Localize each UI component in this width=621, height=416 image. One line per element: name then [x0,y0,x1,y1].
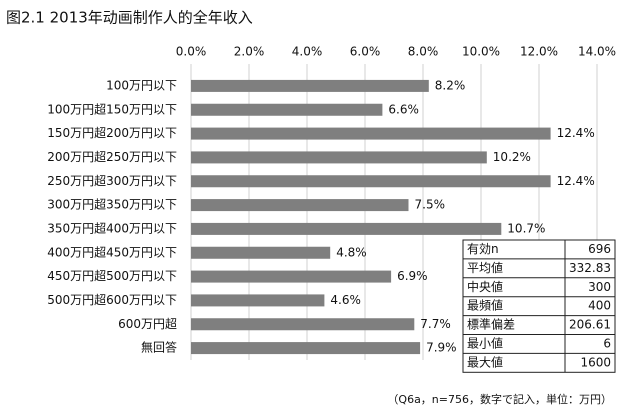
x-tick-label: 10.0% [462,45,500,59]
bar [191,342,421,355]
data-label: 10.7% [507,221,545,235]
stats-label: 平均値 [467,260,503,275]
data-label: 10.2% [493,150,531,164]
x-tick-label: 14.0% [578,45,616,59]
bar [191,79,429,92]
data-label: 7.7% [420,317,451,331]
y-tick-label: 450万円超500万円以下 [47,268,177,283]
x-tick-label: 2.0% [234,45,265,59]
note: （Q6a，n=756，数字で記入，単位：万円） [387,392,612,406]
x-tick-label: 6.0% [350,45,381,59]
data-label: 6.6% [388,102,419,116]
bar [191,103,383,116]
stats-label: 中央値 [467,279,503,294]
x-tick-label: 4.0% [292,45,323,59]
stats-label: 最大値 [467,354,503,369]
stats-value: 206.61 [569,318,611,332]
y-tick-label: 600万円超 [118,316,177,331]
y-tick-label: 無回答 [141,340,177,355]
y-tick-label: 200万円超250万円以下 [47,149,177,164]
bar [191,151,487,164]
bar [191,294,325,307]
stats-label: 最頻値 [467,298,503,313]
data-label: 4.6% [330,293,361,307]
bar [191,222,502,235]
x-tick-label: 0.0% [176,45,207,59]
stats-value: 696 [588,242,611,256]
chart-title: 图2.1 2013年动画制作人的全年收入 [6,9,253,27]
stats-label: 標準偏差 [467,317,515,332]
data-label: 12.4% [557,174,595,188]
bar [191,318,415,331]
stats-table [462,239,616,373]
y-tick-label: 100万円以下 [106,78,177,92]
stats-value: 6 [603,336,611,350]
stats-value: 400 [588,299,611,313]
x-tick-label: 12.0% [520,45,558,59]
bar [191,246,331,259]
bar [191,199,409,212]
y-tick-label: 100万円超150万円以下 [47,101,177,116]
stats-value: 1600 [580,355,611,369]
y-tick-label: 500万円超600万円以下 [47,292,177,307]
y-tick-label: 300万円超350万円以下 [47,197,177,212]
y-tick-label: 150万円超200万円以下 [47,125,177,140]
y-tick-label: 350万円超400万円以下 [47,220,177,235]
data-label: 12.4% [557,126,595,140]
bar [191,175,551,188]
stats-label: 最小値 [467,335,503,350]
stats-value: 300 [588,280,611,294]
bar [191,127,551,140]
data-label: 7.9% [426,341,457,355]
data-label: 8.2% [435,78,466,92]
data-label: 6.9% [397,269,428,283]
y-tick-label: 400万円超450万円以下 [47,244,177,259]
bar [191,270,392,283]
y-tick-label: 250万円超300万円以下 [47,173,177,188]
data-label: 7.5% [415,198,446,212]
data-label: 4.8% [336,245,367,259]
x-tick-label: 8.0% [408,45,439,59]
stats-label: 有効n [467,241,499,256]
stats-value: 332.83 [569,261,611,275]
